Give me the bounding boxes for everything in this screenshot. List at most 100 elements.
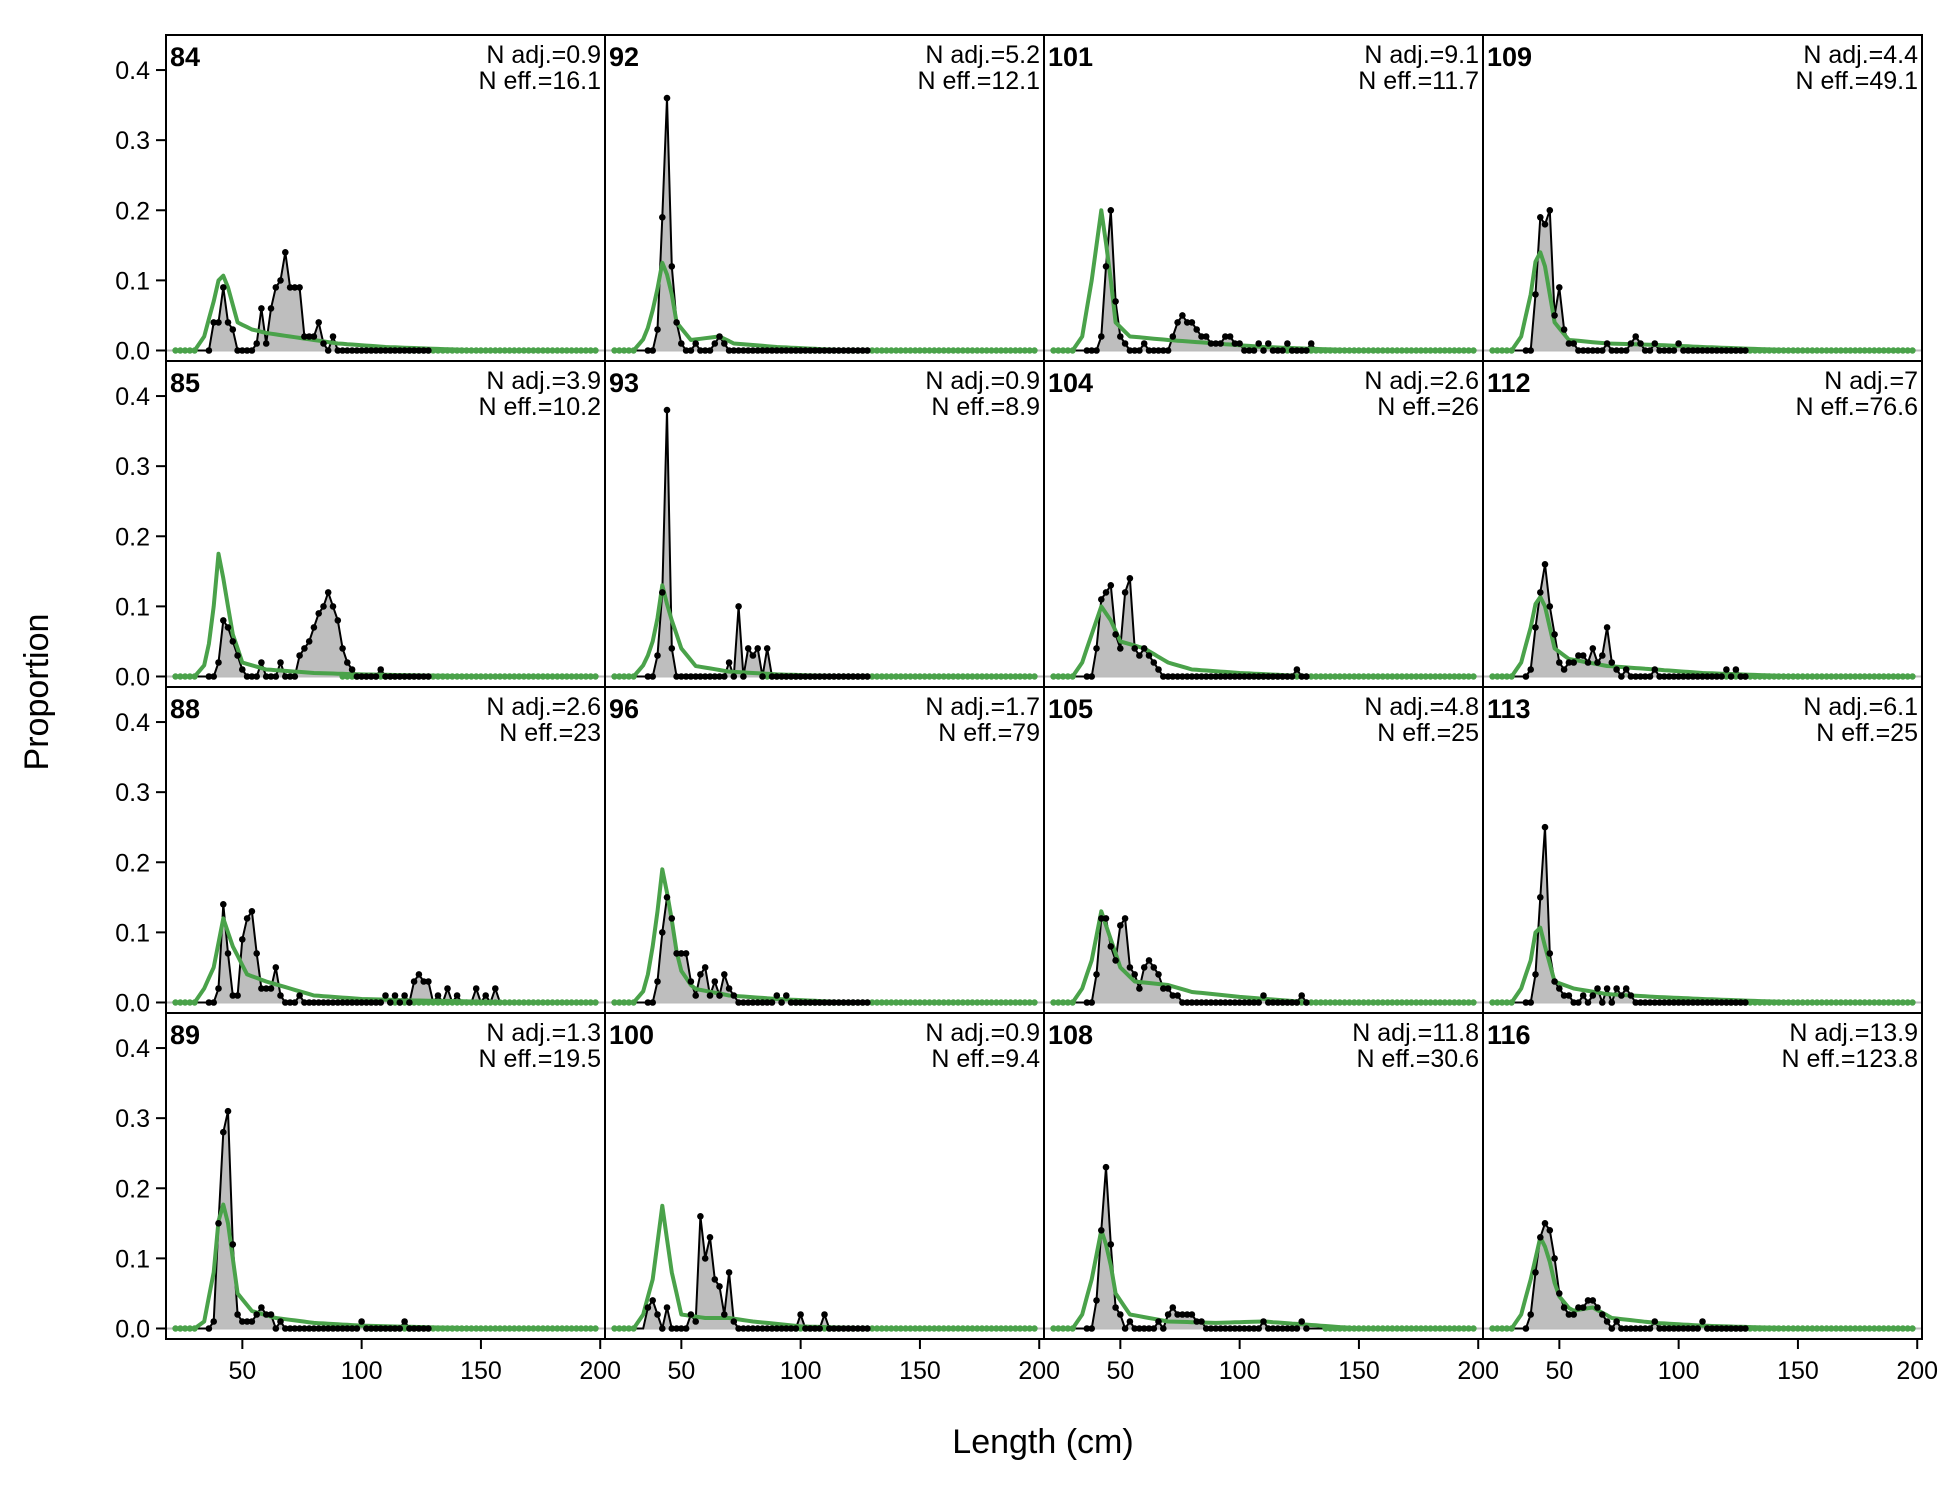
expected-point (535, 347, 542, 354)
expected-point (974, 999, 981, 1006)
observed-point (1102, 915, 1110, 922)
expected-point (1432, 1325, 1439, 1332)
observed-point (1198, 673, 1205, 680)
expected-point (1790, 347, 1797, 354)
x-tick-label: 150 (1338, 1357, 1380, 1385)
observed-point (1265, 340, 1272, 347)
observed-point (1226, 999, 1234, 1006)
expected-point (1756, 347, 1764, 354)
observed-point (701, 673, 709, 680)
observed-point (1594, 1304, 1601, 1311)
observed-point (1665, 347, 1673, 354)
observed-point (845, 999, 852, 1006)
observed-point (1183, 999, 1191, 1006)
observed-point (1613, 347, 1620, 354)
expected-point (954, 347, 962, 354)
expected-point (592, 999, 599, 1006)
expected-point (592, 1325, 599, 1332)
observed-point (792, 347, 800, 354)
n-adj-label: N adj.=11.8 (1352, 1019, 1479, 1047)
expected-point (1837, 1325, 1845, 1332)
expected-point (1794, 999, 1802, 1006)
observed-point (821, 347, 828, 354)
expected-point (511, 673, 518, 680)
observed-point (1083, 347, 1091, 354)
x-tick-label: 50 (1106, 1357, 1134, 1385)
expected-point (186, 1325, 194, 1332)
observed-point (1169, 333, 1177, 340)
observed-point (234, 652, 241, 659)
observed-point (1680, 1325, 1687, 1332)
panels-group: 84 N adj.=0.9N eff.=16.10.00.10.20.30.485… (115, 34, 1938, 1385)
observed-point (1522, 673, 1530, 680)
observed-point (315, 1325, 323, 1332)
expected-point (873, 999, 881, 1006)
expected-point (912, 673, 919, 680)
observed-point (358, 347, 365, 354)
expected-point (515, 347, 523, 354)
expected-point (1904, 673, 1911, 680)
observed-point (1231, 999, 1239, 1006)
observed-point (301, 333, 308, 340)
expected-point (1503, 1325, 1511, 1332)
observed-point (1126, 1318, 1134, 1325)
expected-point (1422, 347, 1429, 354)
observed-point (1217, 673, 1224, 680)
expected-point (1069, 999, 1076, 1006)
expected-point (1441, 999, 1449, 1006)
expected-point (916, 347, 924, 354)
observed-point (1575, 347, 1582, 354)
observed-point (372, 999, 380, 1006)
observed-point (654, 978, 661, 985)
observed-point (1627, 1325, 1635, 1332)
panel-label: 113 (1487, 694, 1531, 724)
observed-point (849, 1325, 857, 1332)
expected-point (535, 673, 542, 680)
expected-point (544, 673, 551, 680)
expected-point (1403, 347, 1410, 354)
panel-105: 105 N adj.=4.8N eff.=25 (1043, 686, 1484, 1014)
observed-point (1279, 999, 1286, 1006)
observed-point (329, 1325, 337, 1332)
observed-point (1245, 999, 1253, 1006)
observed-point (797, 1311, 804, 1318)
observed-point (730, 992, 738, 999)
observed-point (692, 673, 699, 680)
expected-point (377, 673, 384, 680)
observed-point (243, 673, 251, 680)
expected-point (549, 1325, 556, 1332)
observed-point (1704, 347, 1711, 354)
observed-point (1274, 673, 1282, 680)
expected-point (907, 1325, 914, 1332)
expected-point (1436, 347, 1444, 354)
expected-point (1909, 999, 1916, 1006)
observed-point (320, 603, 327, 610)
observed-point (267, 1311, 275, 1318)
expected-point (1002, 673, 1009, 680)
observed-point (716, 333, 723, 340)
expected-point (492, 347, 499, 354)
panel-85: 85 N adj.=3.9N eff.=10.20.00.10.20.30.4 (115, 360, 606, 691)
expected-point (1866, 347, 1873, 354)
expected-point (1761, 673, 1768, 680)
observed-point (387, 347, 394, 354)
observed-point (725, 1269, 733, 1276)
expected-point (1021, 999, 1029, 1006)
observed-point (310, 333, 318, 340)
observed-point (277, 992, 284, 999)
expected-point (1904, 999, 1911, 1006)
y-tick-label: 0.3 (115, 453, 150, 481)
x-tick-label: 150 (899, 1357, 941, 1385)
expected-point (878, 347, 885, 354)
observed-point (773, 673, 781, 680)
observed-point (654, 1311, 661, 1318)
observed-point (854, 673, 862, 680)
expected-point (945, 347, 952, 354)
expected-point (1818, 347, 1826, 354)
observed-point (1608, 999, 1616, 1006)
observed-point (382, 347, 389, 354)
observed-point (1732, 999, 1740, 1006)
expected-point (630, 999, 637, 1006)
expected-point (1852, 1325, 1859, 1332)
observed-point (1689, 1325, 1697, 1332)
